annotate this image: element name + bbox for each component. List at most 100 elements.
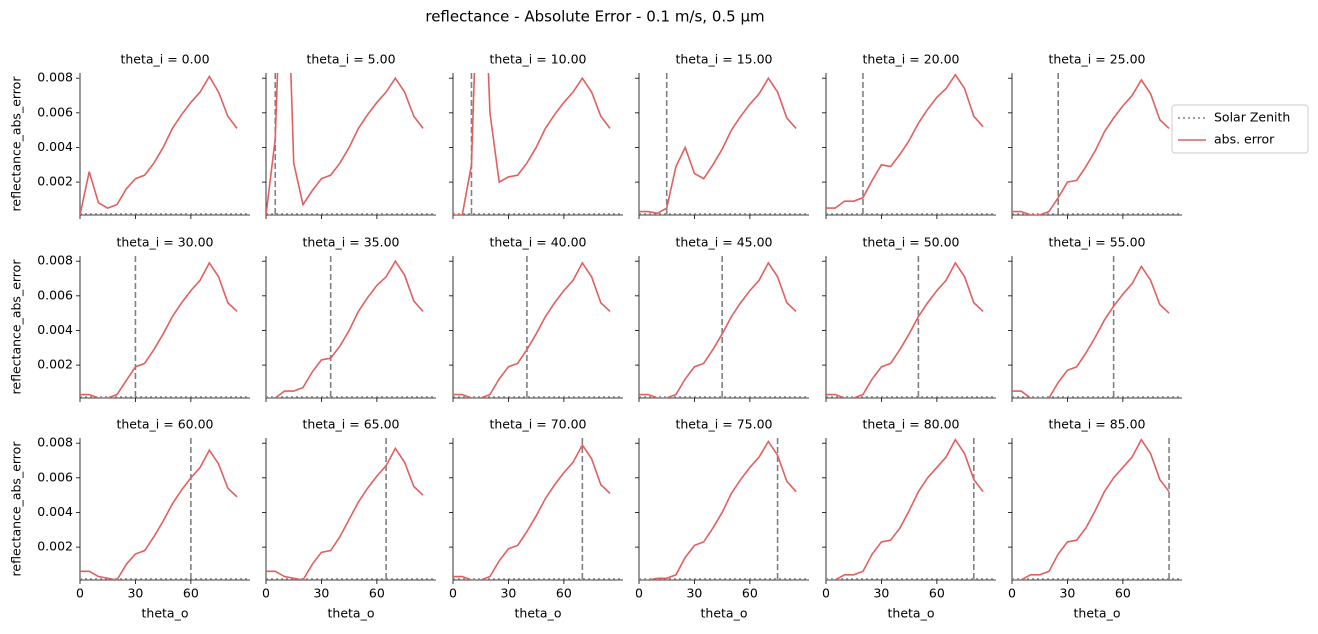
figure-title: reflectance - Absolute Error - 0.1 m/s, … [425, 8, 764, 26]
panel: theta_i = 80.00 0 30 60 theta_o [822, 417, 996, 621]
y-tick-label: 0.004 [37, 139, 73, 154]
panel: theta_i = 60.00 0 30 60 0.002 0.004 0.006 0.008… [9, 417, 250, 621]
x-tick-label: 60 [556, 586, 572, 601]
panel: theta_i = 45.00 [635, 235, 809, 402]
series-line [453, 261, 611, 398]
panel-title: theta_i = 50.00 [862, 235, 959, 250]
x-tick-label: 0 [1008, 586, 1016, 601]
x-tick-label: 30 [686, 586, 702, 601]
y-tick-label: 0.008 [37, 253, 73, 268]
x-axis-label: theta_o [888, 606, 935, 621]
x-tick-label: 30 [873, 586, 889, 601]
panel: theta_i = 10.00 [449, 52, 623, 219]
panel: theta_i = 25.00 [1008, 52, 1182, 219]
x-tick-label: 30 [500, 586, 516, 601]
series-line [826, 73, 984, 209]
x-tick-label: 0 [262, 586, 270, 601]
x-tick-label: 0 [822, 586, 830, 601]
series-line [453, 73, 611, 215]
y-tick-label: 0.002 [37, 539, 73, 554]
panel: theta_i = 70.00 0 30 60 theta_o [449, 417, 623, 621]
x-tick-label: 30 [313, 586, 329, 601]
panel-title: theta_i = 35.00 [302, 235, 399, 250]
y-tick-label: 0.006 [37, 287, 73, 302]
series-line [453, 443, 611, 580]
panel-title: theta_i = 40.00 [489, 235, 586, 250]
x-tick-label: 0 [635, 586, 643, 601]
x-tick-label: 0 [76, 586, 84, 601]
series-line [80, 261, 238, 398]
series-line [1012, 78, 1170, 215]
panel: theta_i = 85.00 0 30 60 theta_o [1008, 417, 1182, 621]
panel-title: theta_i = 25.00 [1048, 52, 1145, 67]
series-line [826, 261, 984, 398]
series-line [1012, 264, 1170, 398]
y-tick-label: 0.006 [37, 469, 73, 484]
legend-frame [1171, 104, 1309, 154]
x-axis-label: theta_o [142, 606, 189, 621]
panel: theta_i = 65.00 0 30 60 theta_o [262, 417, 436, 621]
series-line [266, 259, 424, 398]
x-tick-label: 60 [369, 586, 385, 601]
y-tick-label: 0.008 [37, 70, 73, 85]
panel-title: theta_i = 0.00 [120, 52, 209, 67]
panel-title: theta_i = 20.00 [862, 52, 959, 67]
panel: theta_i = 50.00 [822, 235, 996, 402]
y-tick-label: 0.006 [37, 104, 73, 119]
y-tick-label: 0.002 [37, 174, 73, 189]
legend: Solar Zenith abs. error [1171, 104, 1309, 154]
y-axis-label: reflectance_abs_error [9, 441, 24, 577]
x-axis-label: theta_o [701, 606, 748, 621]
panel: theta_i = 15.00 [635, 52, 809, 219]
series-line [639, 439, 797, 580]
y-axis-label: reflectance_abs_error [9, 259, 24, 395]
panel-title: theta_i = 30.00 [116, 235, 213, 250]
series-line [266, 73, 424, 215]
panel: theta_i = 55.00 [1008, 235, 1182, 402]
series-line [80, 74, 238, 215]
legend-label: Solar Zenith [1214, 110, 1290, 125]
panel-title: theta_i = 60.00 [116, 417, 213, 432]
series-line [266, 446, 424, 580]
x-axis-label: theta_o [1074, 606, 1121, 621]
y-tick-label: 0.004 [37, 322, 73, 337]
panel: theta_i = 40.00 [449, 235, 623, 402]
x-axis-label: theta_o [328, 606, 375, 621]
series-line [639, 261, 797, 398]
panel-title: theta_i = 65.00 [302, 417, 399, 432]
panel: theta_i = 5.00 [262, 52, 436, 219]
panel: theta_i = 75.00 0 30 60 theta_o [635, 417, 809, 621]
x-tick-label: 60 [929, 586, 945, 601]
legend-label: abs. error [1214, 132, 1275, 147]
panel-title: theta_i = 80.00 [862, 417, 959, 432]
panel-title: theta_i = 45.00 [675, 235, 772, 250]
series-line [639, 76, 797, 215]
series-line [80, 448, 238, 580]
panel-title: theta_i = 75.00 [675, 417, 772, 432]
x-tick-label: 60 [183, 586, 199, 601]
panel: theta_i = 30.00 0.002 0.004 0.006 0.008 refle… [9, 235, 250, 402]
panel-title: theta_i = 85.00 [1048, 417, 1145, 432]
panel-title: theta_i = 70.00 [489, 417, 586, 432]
x-tick-label: 0 [449, 586, 457, 601]
panel: theta_i = 35.00 [262, 235, 436, 402]
series-line [826, 438, 984, 580]
panel-title: theta_i = 10.00 [489, 52, 586, 67]
panel-title: theta_i = 15.00 [675, 52, 772, 67]
x-tick-label: 30 [127, 586, 143, 601]
x-tick-label: 30 [1059, 586, 1075, 601]
y-tick-label: 0.002 [37, 357, 73, 372]
y-tick-label: 0.008 [37, 435, 73, 450]
y-tick-label: 0.004 [37, 504, 73, 519]
panel: theta_i = 0.00 0.002 0.004 0.006 0.008 reflec… [9, 52, 250, 219]
y-axis-label: reflectance_abs_error [9, 76, 24, 212]
x-tick-label: 60 [1115, 586, 1131, 601]
panel-title: theta_i = 55.00 [1048, 235, 1145, 250]
panel-title: theta_i = 5.00 [306, 52, 395, 67]
x-tick-label: 60 [742, 586, 758, 601]
x-axis-label: theta_o [515, 606, 562, 621]
series-line [1012, 438, 1170, 580]
panel: theta_i = 20.00 [822, 52, 996, 219]
